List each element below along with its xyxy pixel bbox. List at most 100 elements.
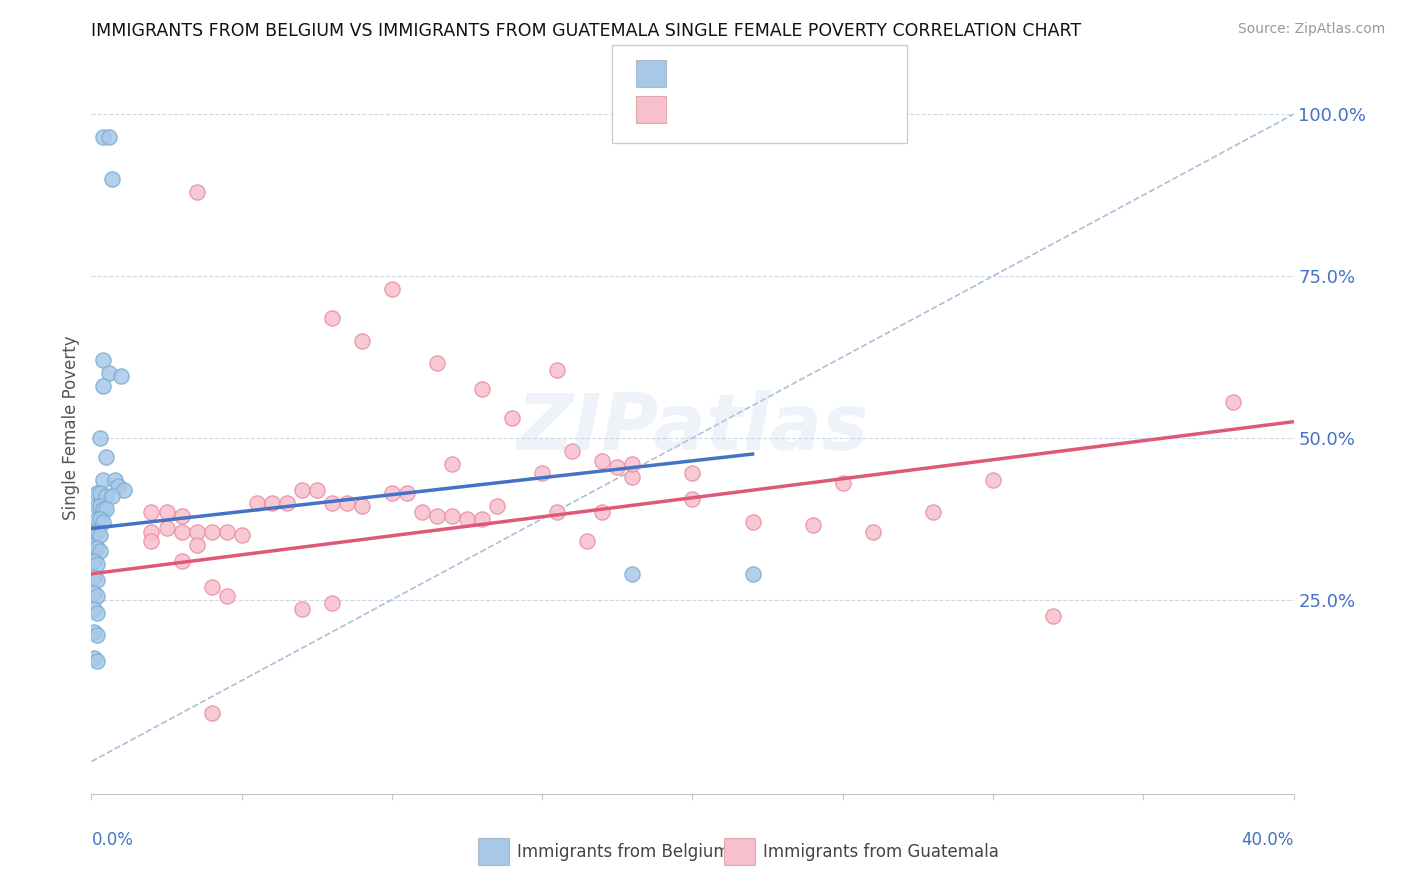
- Text: 44: 44: [837, 63, 863, 83]
- Point: [291, 602, 314, 616]
- Point: [321, 495, 343, 509]
- Point: [561, 443, 583, 458]
- Point: [93, 353, 115, 368]
- Point: [96, 489, 118, 503]
- Point: [101, 172, 124, 186]
- Point: [246, 495, 269, 509]
- Point: [83, 625, 105, 640]
- Point: [591, 453, 613, 467]
- Point: [89, 544, 111, 558]
- Point: [350, 334, 373, 348]
- Point: [86, 628, 108, 642]
- Point: [170, 508, 193, 523]
- Point: [426, 508, 449, 523]
- Point: [531, 467, 554, 481]
- Point: [546, 363, 568, 377]
- Point: [89, 486, 111, 500]
- Point: [83, 602, 105, 616]
- Point: [456, 512, 478, 526]
- Point: [336, 495, 359, 509]
- Point: [86, 541, 108, 555]
- Point: [93, 515, 115, 529]
- Point: [86, 574, 108, 588]
- Point: [141, 505, 163, 519]
- Point: [276, 495, 298, 509]
- Point: [86, 524, 108, 539]
- Point: [155, 521, 177, 535]
- Point: [114, 483, 136, 497]
- Point: [741, 515, 763, 529]
- Text: R =: R =: [678, 63, 720, 83]
- Point: [621, 566, 644, 581]
- Point: [201, 580, 224, 594]
- Point: [501, 411, 523, 425]
- Text: 0.179: 0.179: [720, 63, 787, 83]
- Point: [101, 489, 124, 503]
- Point: [93, 473, 115, 487]
- Point: [321, 311, 343, 326]
- Point: [576, 534, 599, 549]
- Point: [681, 467, 703, 481]
- Point: [89, 431, 111, 445]
- Point: [86, 606, 108, 620]
- Point: [395, 486, 418, 500]
- Point: [440, 457, 463, 471]
- Point: [83, 651, 105, 665]
- Point: [83, 586, 105, 600]
- Point: [862, 524, 884, 539]
- Point: [110, 369, 132, 384]
- Point: [201, 706, 224, 720]
- Text: R =: R =: [678, 100, 720, 120]
- Point: [107, 479, 129, 493]
- Text: IMMIGRANTS FROM BELGIUM VS IMMIGRANTS FROM GUATEMALA SINGLE FEMALE POVERTY CORRE: IMMIGRANTS FROM BELGIUM VS IMMIGRANTS FR…: [91, 22, 1081, 40]
- Point: [186, 524, 208, 539]
- Point: [93, 129, 115, 144]
- Text: N =: N =: [794, 63, 838, 83]
- Point: [471, 382, 494, 396]
- Point: [98, 366, 121, 380]
- Text: Immigrants from Belgium: Immigrants from Belgium: [517, 843, 730, 861]
- Point: [621, 469, 644, 483]
- Point: [83, 524, 105, 539]
- Point: [155, 505, 177, 519]
- Text: Immigrants from Guatemala: Immigrants from Guatemala: [763, 843, 1000, 861]
- Point: [606, 460, 628, 475]
- Point: [83, 554, 105, 568]
- Point: [89, 499, 111, 513]
- Point: [86, 590, 108, 604]
- Point: [96, 450, 118, 465]
- Point: [215, 590, 238, 604]
- Point: [215, 524, 238, 539]
- Point: [89, 512, 111, 526]
- Point: [186, 185, 208, 199]
- Point: [426, 356, 449, 370]
- Point: [86, 654, 108, 668]
- Point: [305, 483, 328, 497]
- Text: 40.0%: 40.0%: [1241, 831, 1294, 849]
- Point: [486, 499, 509, 513]
- Point: [98, 129, 121, 144]
- Point: [1042, 608, 1064, 623]
- Point: [86, 512, 108, 526]
- Point: [170, 524, 193, 539]
- Text: N =: N =: [794, 100, 838, 120]
- Point: [104, 473, 127, 487]
- Point: [93, 502, 115, 516]
- Point: [350, 499, 373, 513]
- Point: [83, 541, 105, 555]
- Point: [201, 524, 224, 539]
- Point: [831, 476, 853, 491]
- Point: [1222, 395, 1244, 409]
- Point: [546, 505, 568, 519]
- Text: 0.0%: 0.0%: [91, 831, 134, 849]
- Point: [291, 483, 314, 497]
- Point: [86, 499, 108, 513]
- Point: [86, 486, 108, 500]
- Point: [186, 538, 208, 552]
- Point: [591, 505, 613, 519]
- Point: [440, 508, 463, 523]
- Point: [801, 518, 824, 533]
- Point: [170, 554, 193, 568]
- Point: [86, 557, 108, 571]
- Point: [381, 486, 404, 500]
